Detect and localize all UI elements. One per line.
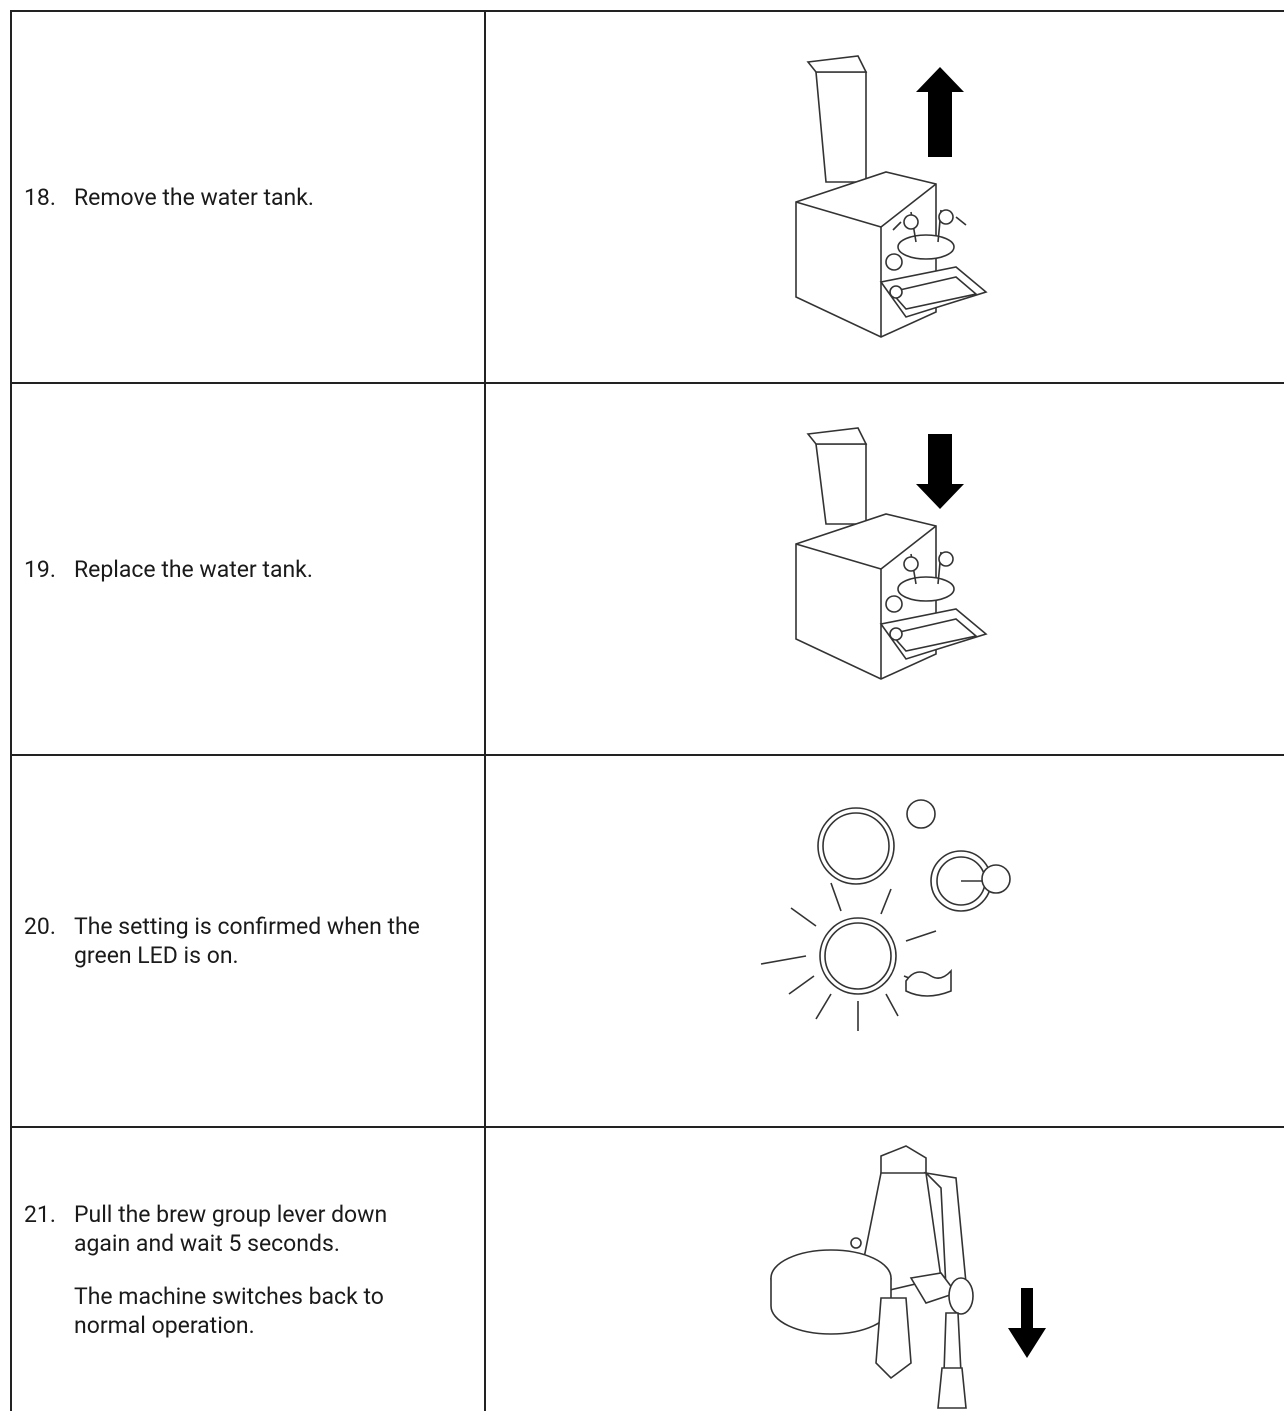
step-number: 20. bbox=[24, 913, 56, 940]
brew-group-illustration bbox=[770, 1145, 1046, 1409]
step-number: 18. bbox=[24, 183, 56, 211]
step-cell: 19. Replace the water tank. bbox=[12, 384, 486, 754]
step-text: The setting is confirmed when the green … bbox=[74, 912, 444, 970]
paragraph: The setting is confirmed when the green … bbox=[74, 913, 420, 969]
step: 19. Replace the water tank. bbox=[24, 555, 444, 584]
image-cell bbox=[486, 1128, 1284, 1411]
step-text: Replace the water tank. bbox=[74, 555, 444, 584]
step: 18. Remove the water tank. bbox=[24, 183, 444, 212]
table-row: 19. Replace the water tank. bbox=[12, 384, 1284, 756]
step-cell: 20. The setting is confirmed when the gr… bbox=[12, 756, 486, 1126]
step-cell: 18. Remove the water tank. bbox=[12, 12, 486, 382]
paragraph: Pull the brew group lever down again and… bbox=[74, 1200, 388, 1257]
step-cell: 21. Pull the brew group lever down again… bbox=[12, 1128, 486, 1411]
paragraph: The machine switches back to normal oper… bbox=[74, 1282, 384, 1339]
image-cell bbox=[486, 12, 1284, 382]
paragraph: Replace the water tank. bbox=[74, 555, 313, 583]
machine-illustration bbox=[795, 55, 988, 338]
table-row: 18. Remove the water tank. bbox=[12, 12, 1284, 384]
step: 20. The setting is confirmed when the gr… bbox=[24, 912, 444, 970]
step-number: 21. bbox=[24, 1200, 56, 1228]
table-row: 20. The setting is confirmed when the gr… bbox=[12, 756, 1284, 1128]
table-row: 21. Pull the brew group lever down again… bbox=[12, 1128, 1284, 1411]
image-cell bbox=[486, 756, 1284, 1126]
step-number: 19. bbox=[24, 555, 56, 583]
buttons-illustration bbox=[760, 799, 1011, 1031]
paragraph: Remove the water tank. bbox=[74, 183, 314, 211]
instruction-table: 18. Remove the water tank. bbox=[10, 10, 1284, 1411]
step: 21. Pull the brew group lever down again… bbox=[24, 1200, 444, 1340]
step-text: Pull the brew group lever down again and… bbox=[74, 1200, 444, 1340]
image-cell bbox=[486, 384, 1284, 754]
step-text: Remove the water tank. bbox=[74, 183, 444, 212]
machine-illustration bbox=[795, 427, 988, 680]
